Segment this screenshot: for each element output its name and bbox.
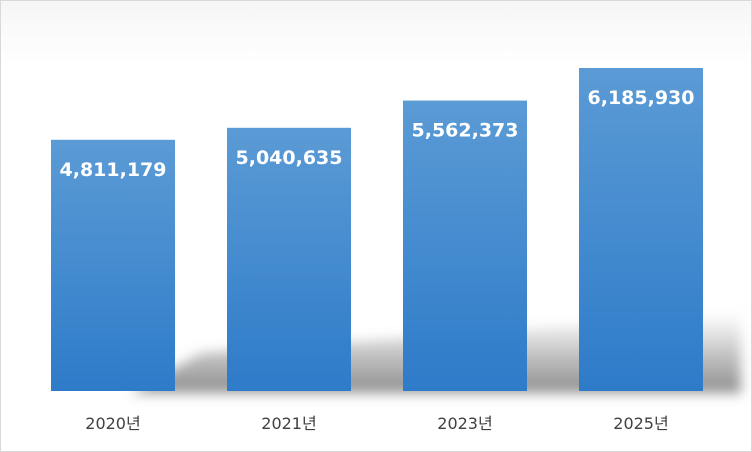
x-tick-label: 2023년 bbox=[437, 414, 492, 433]
x-tick-label: 2025년 bbox=[613, 414, 668, 433]
bar-2025년 bbox=[579, 68, 703, 391]
data-label: 5,562,373 bbox=[412, 120, 519, 142]
data-label: 6,185,930 bbox=[588, 87, 695, 109]
data-label: 4,811,179 bbox=[60, 159, 167, 181]
x-tick-label: 2020년 bbox=[85, 414, 140, 433]
bar-2020년 bbox=[51, 139, 175, 391]
bar-2021년 bbox=[227, 127, 351, 392]
data-label: 5,040,635 bbox=[236, 147, 343, 169]
x-tick-label: 2021년 bbox=[261, 414, 316, 433]
bar-2023년 bbox=[403, 100, 527, 391]
